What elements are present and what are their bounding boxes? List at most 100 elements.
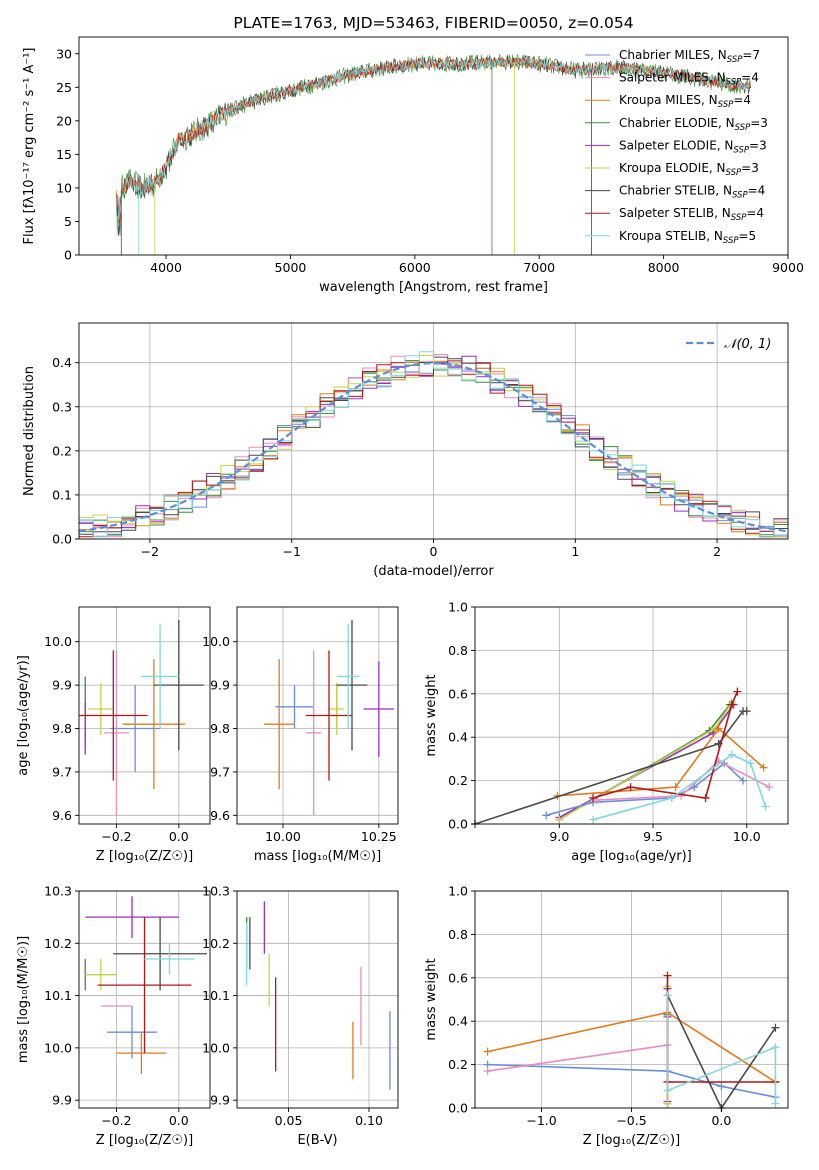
x-tick-label: 2 <box>713 544 721 559</box>
mass-weight-marker <box>759 763 768 772</box>
chart-title: PLATE=1763, MJD=53463, FIBERID=0050, z=0… <box>233 14 633 32</box>
legend-label-sub: SSP <box>732 191 748 201</box>
y-tick-label: 9.7 <box>52 764 72 779</box>
x-tick-label: 0.0 <box>169 829 189 844</box>
legend-label-tail: =3 <box>741 161 759 175</box>
mass-weight-marker <box>483 1047 492 1056</box>
x-tick-label: 0 <box>430 544 438 559</box>
y-tick-label: 10.2 <box>202 936 230 951</box>
mass_weight_vs_z-panel: −1.0 −0.5 0.0 0.0 0.2 0.4 0.6 0.8 1.0 Z [log₁₀(Z/… <box>424 884 789 1148</box>
mass-weight-marker <box>733 687 742 696</box>
legend-label-tail: =5 <box>739 229 757 243</box>
x-tick-label: −1.0 <box>526 1113 556 1128</box>
mass-weight-marker <box>701 793 710 802</box>
legend-label-sub: SSP <box>735 123 751 133</box>
mass-weight-marker <box>677 791 686 800</box>
mass-weight-marker <box>742 707 751 716</box>
legend-label: Chabrier ELODIE, NSSP=3 <box>619 116 768 133</box>
x-tick-label: −1 <box>282 544 300 559</box>
y-tick-label: 0.2 <box>448 1057 468 1072</box>
x-axis-label: mass [log₁₀(M/M☉)] <box>254 849 381 864</box>
mass-weight-marker <box>589 793 598 802</box>
y-tick-label: 0.4 <box>448 730 468 745</box>
legend-label-main: Chabrier ELODIE, N <box>619 116 735 130</box>
legend-label: 𝒩(0, 1) <box>724 337 771 352</box>
y-tick-label: 0.0 <box>448 1101 468 1116</box>
y-axis-label: age [log₁₀(age/yr)] <box>16 655 31 776</box>
mass-weight-marker <box>555 815 564 824</box>
y-axis-label: mass weight <box>424 674 439 756</box>
y-tick-label: 0.0 <box>448 817 468 832</box>
y-tick-label: 10.3 <box>44 884 72 899</box>
y-tick-label: 5 <box>64 214 72 229</box>
x-axis-label: Z [log₁₀(Z/Z☉)] <box>96 1133 193 1148</box>
y-tick-label: 0.6 <box>448 970 468 985</box>
x-tick-label: 0.0 <box>169 1113 189 1128</box>
y-axis-label: Flux [fλ10⁻¹⁷ erg cm⁻² s⁻¹ A⁻¹] <box>22 48 37 245</box>
mass-weight-line-kroupa_stelib <box>666 995 777 1104</box>
mass-weight-marker <box>626 783 635 792</box>
mass-weight-marker <box>771 1023 780 1032</box>
legend-label-tail: =3 <box>749 138 767 152</box>
mass-weight-marker <box>714 724 723 733</box>
y-tick-label: 1.0 <box>448 884 468 899</box>
mass-weight-line-chabrier_elodie <box>558 704 731 821</box>
mass-weight-marker <box>542 811 551 820</box>
legend-label-tail: =4 <box>733 93 751 107</box>
axes-frame <box>78 890 211 1109</box>
mass-weight-marker <box>663 991 672 1000</box>
age_vs_z-panel: −0.2 0.0 9.6 9.7 9.8 9.9 10.0 Z [log₁₀(Z/Z☉)] ag… <box>16 606 211 864</box>
y-tick-label: 0.8 <box>448 643 468 658</box>
x-axis-label: Z [log₁₀(Z/Z☉)] <box>583 1133 680 1148</box>
x-axis-label: Z [log₁₀(Z/Z☉)] <box>96 849 193 864</box>
mass-weight-line-kroupa_elodie <box>558 702 733 821</box>
x-tick-label: −0.2 <box>101 829 131 844</box>
legend-label-main: Salpeter MILES, N <box>619 71 726 85</box>
x-tick-label: 0.0 <box>711 1113 731 1128</box>
mass-weight-marker <box>771 1043 780 1052</box>
histogram-salpeter_stelib <box>79 360 788 538</box>
legend-label-main: Salpeter ELODIE, N <box>619 138 733 152</box>
x-axis-label: age [log₁₀(age/yr)] <box>571 849 692 864</box>
legend-label-sub: SSP <box>727 55 743 65</box>
legend-label-main: Kroupa STELIB, N <box>619 229 723 243</box>
y-tick-label: 30 <box>56 46 72 61</box>
legend-label: Chabrier MILES, NSSP=7 <box>619 48 760 65</box>
legend-label-tail: =4 <box>748 184 766 198</box>
x-tick-label: −2 <box>141 544 159 559</box>
x-tick-label: 9.5 <box>643 829 663 844</box>
y-tick-label: 20 <box>56 113 72 128</box>
y-tick-label: 9.9 <box>52 678 72 693</box>
y-tick-label: 10.0 <box>44 1040 72 1055</box>
legend-label: Chabrier STELIB, NSSP=4 <box>619 184 765 201</box>
x-tick-label: 10.0 <box>733 829 761 844</box>
x-tick-label: 7000 <box>523 260 555 275</box>
mass-weight-marker <box>765 783 774 792</box>
y-tick-label: 9.8 <box>210 721 230 736</box>
legend-label-tail: =4 <box>741 71 759 85</box>
legend-label: Salpeter ELODIE, NSSP=3 <box>619 138 767 155</box>
mass_vs_z-panel: −0.2 0.0 9.9 10.0 10.1 10.2 10.3 Z [log₁₀(Z/Z☉)… <box>16 884 211 1148</box>
x-axis-label: E(B-V) <box>297 1133 337 1148</box>
x-tick-label: 0.10 <box>355 1113 383 1128</box>
y-tick-label: 10.0 <box>44 634 72 649</box>
mass-weight-line-salpeter_elodie <box>558 704 735 819</box>
x-tick-label: 0.05 <box>275 1113 303 1128</box>
axes-frame <box>474 606 789 825</box>
mass-weight-marker <box>589 815 598 824</box>
x-tick-label: 6000 <box>399 260 431 275</box>
axes-frame <box>78 36 789 256</box>
y-tick-label: 0.3 <box>52 399 72 414</box>
mass-weight-marker <box>761 802 770 811</box>
y-axis-label: Normed distribution <box>22 366 37 496</box>
legend-label: Kroupa ELODIE, NSSP=3 <box>619 161 759 178</box>
mass-weight-marker <box>717 1082 726 1091</box>
x-tick-label: 8000 <box>648 260 680 275</box>
y-tick-label: 25 <box>56 80 72 95</box>
legend-label: Salpeter STELIB, NSSP=4 <box>619 206 764 223</box>
gaussian-curve <box>78 361 789 533</box>
legend-label-sub: SSP <box>723 236 739 246</box>
mass-weight-marker <box>663 1099 672 1108</box>
x-tick-label: 1 <box>571 544 579 559</box>
